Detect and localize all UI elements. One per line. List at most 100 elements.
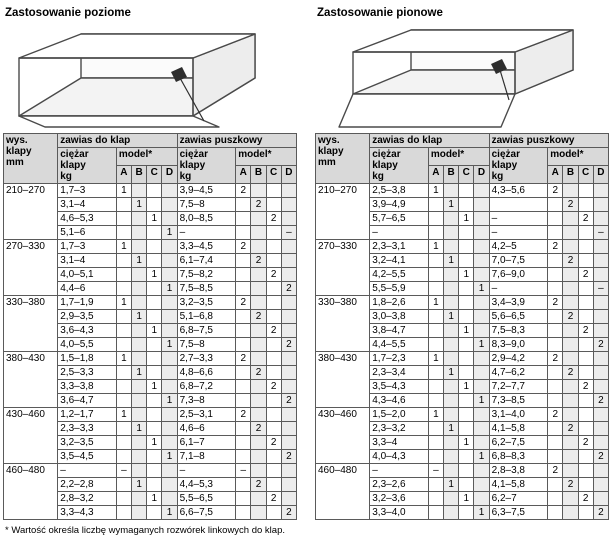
model-count-cell [161,197,178,212]
cabinet-vertical-flap-icon [338,29,574,128]
cup-hinge-weight-cell: 2,5–3,1 [176,407,237,422]
model-count-cell [473,253,490,268]
flap-hinge-weight-cell: 3,2–3,6 [369,491,429,506]
cup-hinge-weight-cell: 7,5–8,5 [176,281,237,296]
model-count-cell [265,463,282,478]
spec-row: 3,2–4,1 1 7,0–7,5 2 [316,253,610,268]
model-count-cell [443,435,460,450]
cup-hinge-weight-cell: 6,8–7,2 [176,379,237,394]
spec-row: 460–480– – – – [2,463,298,520]
model-count-cell: 2 [577,435,594,450]
spec-row: 2,3–3,2 1 4,1–5,8 2 [316,421,610,436]
model-count-cell [577,351,594,366]
model-count-cell [577,183,594,198]
model-count-cell [280,183,298,198]
model-count-cell: 1 [443,421,460,436]
flap-hinge-weight-cell: 3,3–4,3 [57,505,117,520]
model-count-cell [265,449,282,464]
spec-row: 4,4–5,5 1 8,3–9,0 2 [316,337,610,352]
model-count-cell [592,267,610,282]
model-count-cell [280,407,298,422]
model-count-cell: 1 [131,365,148,380]
flap-hinge-weight-cell: 2,5–3,3 [57,365,117,380]
model-count-cell [280,211,298,226]
model-count-cell: 1 [161,449,178,464]
model-col-a: A [547,165,564,184]
cup-hinge-weight-cell: 7,5–8,3 [488,323,549,338]
panel-title-vertical: Zastosowanie pionowe [317,7,443,19]
model-count-cell: 1 [443,309,460,324]
height-column-header: wys. klapy mm [2,133,59,184]
model-count-cell [547,253,564,268]
flap-height-range-cell: 270–330 [314,239,371,296]
flap-hinge-weight-cell: 1,5–2,0 [369,407,429,422]
lift-stay-icon [171,67,187,82]
model-count-cell [592,365,610,380]
flap-hinge-weight-cell: 5,1–6 [57,225,117,240]
spec-row: 430–460 1,5–2,0 1 3,1–4,0 2 [314,407,610,464]
flap-hinge-weight-cell: 3,0–3,8 [369,309,429,324]
footnote: * Wartość określa liczbę wymaganych rozw… [5,525,286,536]
model-count-cell [592,379,610,394]
spec-row: 2,9–3,5 1 5,1–6,8 2 [4,309,298,324]
model-count-cell [146,463,163,478]
model-count-cell [265,351,282,366]
model-count-cell [473,379,490,394]
model-count-cell [280,267,298,282]
model-count-cell [280,379,298,394]
cup-hinge-weight-cell: 5,5–6,5 [176,491,237,506]
spec-row: 4,6–5,3 1 8,0–8,5 2 [4,211,298,226]
model-count-cell [265,421,282,436]
weight-column-header: ciężar klapy kg [369,147,429,184]
model-count-cell [250,225,267,240]
spec-row: 210–270 1,7–3 1 3,9–4,5 2 [2,183,298,240]
model-count-cell [115,323,133,338]
spec-row: 3,2–3,6 1 6,2–7 2 [316,491,610,506]
model-count-cell [592,253,610,268]
model-count-cell [443,463,460,478]
model-count-cell [265,393,282,408]
flap-hinge-weight-cell: – [369,463,429,478]
model-count-cell [547,225,564,240]
model-count-cell [131,281,148,296]
flap-hinge-weight-cell: 1,5–1,8 [57,351,117,366]
model-count-cell: 1 [427,183,445,198]
model-count-cell: 1 [473,281,490,296]
model-count-cell [592,407,610,422]
model-count-cell [473,183,490,198]
model-count-cell [115,211,133,226]
cup-hinge-weight-cell: 7,1–8 [176,449,237,464]
model-count-cell [592,351,610,366]
model-count-cell [427,379,445,394]
model-count-cell [577,477,594,492]
flap-height-range-cell: 430–460 [2,407,59,464]
model-count-cell: 1 [443,477,460,492]
model-count-cell: 1 [443,365,460,380]
model-count-cell [250,295,267,310]
model-count-cell [427,365,445,380]
model-count-cell [146,421,163,436]
cup-hinge-weight-cell: 4,6–6 [176,421,237,436]
model-count-cell [161,295,178,310]
model-count-cell [547,379,564,394]
model-count-cell [443,183,460,198]
model-col-d: D [280,165,298,184]
model-count-cell [562,449,579,464]
cup-hinge-weight-cell: 2,8–3,8 [488,463,549,478]
model-count-cell [458,477,475,492]
model-count-cell [250,463,267,478]
spec-row: 4,2–5,5 1 7,6–9,0 2 [316,267,610,282]
height-header-label: wys. klapy [6,135,32,157]
cup-hinge-weight-cell: 3,3–4,5 [176,239,237,254]
model-count-cell [265,477,282,492]
model-count-cell [235,379,252,394]
model-count-cell [131,183,148,198]
weight-column-header: ciężar klapy kg [176,147,237,184]
model-count-cell [427,197,445,212]
spec-row: 2,5–3,3 1 4,8–6,6 2 [4,365,298,380]
model-count-cell [280,351,298,366]
spec-row: 380–430 1,5–1,8 1 2,7–3,3 2 [2,351,298,408]
model-count-cell [458,393,475,408]
model-count-cell [427,225,445,240]
model-count-cell [577,365,594,380]
